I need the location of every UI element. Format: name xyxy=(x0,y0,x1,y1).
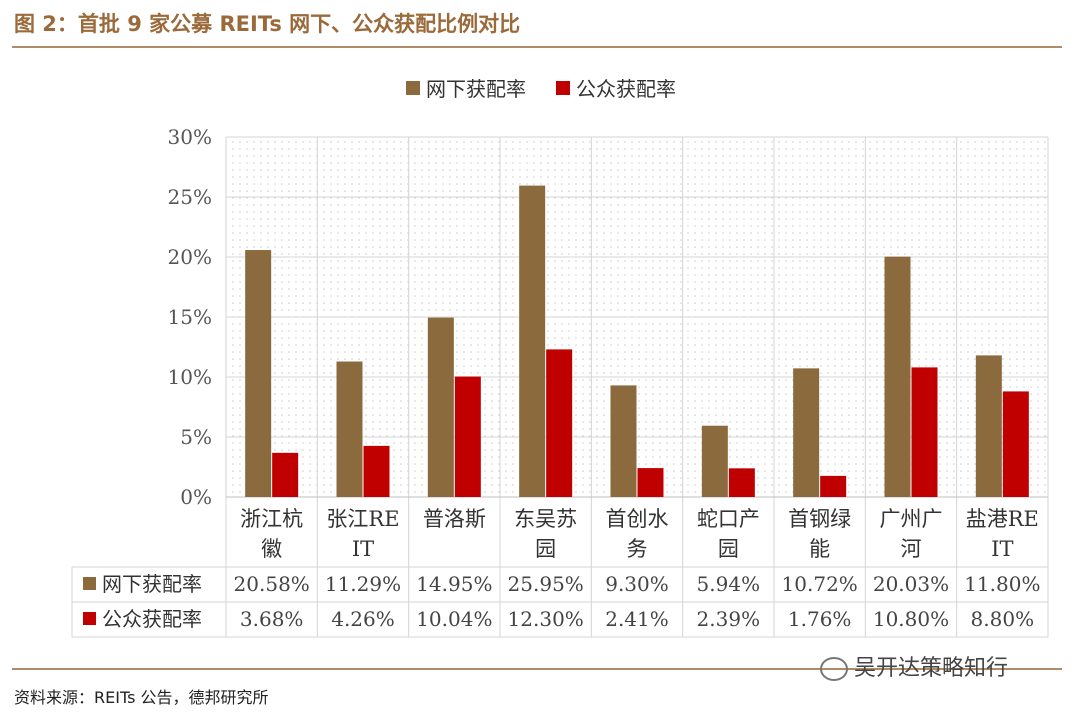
y-tick-label: 25% xyxy=(168,185,212,209)
table-value-label: 11.80% xyxy=(964,572,1040,596)
y-tick-label: 20% xyxy=(168,245,212,269)
bar xyxy=(546,349,573,497)
x-category-label: IT xyxy=(991,537,1013,561)
y-tick-label: 30% xyxy=(168,125,212,149)
bar xyxy=(1002,391,1029,497)
x-category-label: 张江RE xyxy=(326,507,399,531)
bar xyxy=(701,425,728,497)
table-value-label: 2.39% xyxy=(697,607,761,631)
table-value-label: 14.95% xyxy=(416,572,492,596)
y-tick-label: 5% xyxy=(180,425,212,449)
x-category-label: 园 xyxy=(535,537,556,561)
table-legend-key xyxy=(83,612,96,625)
x-category-label: 能 xyxy=(809,537,830,561)
bar xyxy=(975,355,1002,497)
x-category-label: 务 xyxy=(627,537,648,561)
x-category-label: 首创水 xyxy=(606,507,669,531)
x-category-label: 河 xyxy=(901,537,922,561)
bar xyxy=(728,468,755,497)
table-value-label: 9.30% xyxy=(605,572,669,596)
x-category-label: 盐港RE xyxy=(966,507,1039,531)
table-series-name: 网下获配率 xyxy=(102,572,202,596)
bar xyxy=(427,317,454,497)
table-value-label: 5.94% xyxy=(697,572,761,596)
table-value-label: 3.68% xyxy=(240,607,304,631)
x-category-label: 园 xyxy=(718,537,739,561)
x-category-label: IT xyxy=(352,537,374,561)
wechat-icon xyxy=(820,657,848,681)
legend-label: 公众获配率 xyxy=(576,77,676,101)
table-series-name: 公众获配率 xyxy=(102,607,202,631)
bar xyxy=(519,185,546,497)
bar xyxy=(245,250,272,497)
table-value-label: 25.95% xyxy=(508,572,584,596)
table-value-label: 4.26% xyxy=(331,607,395,631)
table-value-label: 8.80% xyxy=(971,607,1035,631)
bar xyxy=(637,468,664,497)
table-value-label: 12.30% xyxy=(508,607,584,631)
x-category-label: 广州广 xyxy=(880,507,943,531)
table-value-label: 20.58% xyxy=(234,572,310,596)
bar xyxy=(336,361,363,497)
table-value-label: 10.04% xyxy=(416,607,492,631)
bar xyxy=(820,475,847,497)
bar xyxy=(884,256,911,497)
x-category-label: 普洛斯 xyxy=(423,507,486,531)
x-category-label: 蛇口产 xyxy=(697,507,760,531)
y-tick-label: 10% xyxy=(168,365,212,389)
legend-key xyxy=(556,81,570,95)
x-category-label: 徽 xyxy=(261,537,282,561)
bar xyxy=(363,445,390,497)
bar xyxy=(454,376,481,497)
footer-rule xyxy=(12,668,1062,670)
table-value-label: 10.80% xyxy=(873,607,949,631)
table-value-label: 10.72% xyxy=(782,572,858,596)
x-category-label: 浙江杭 xyxy=(240,507,303,531)
title-rule xyxy=(12,46,1062,48)
legend-key xyxy=(406,81,420,95)
x-category-label: 首钢绿 xyxy=(788,507,851,531)
figure-title: 图 2：首批 9 家公募 REITs 网下、公众获配比例对比 xyxy=(14,12,521,36)
table-value-label: 20.03% xyxy=(873,572,949,596)
y-tick-label: 15% xyxy=(168,305,212,329)
source-note: 资料来源：REITs 公告，德邦研究所 xyxy=(14,688,269,707)
x-category-label: 东吴苏 xyxy=(514,507,577,531)
watermark: 吴开达策略知行 xyxy=(820,650,1008,682)
table-value-label: 11.29% xyxy=(325,572,401,596)
bar xyxy=(911,367,938,497)
bar xyxy=(272,452,299,497)
bar xyxy=(793,368,820,497)
legend-label: 网下获配率 xyxy=(426,77,526,101)
y-tick-label: 0% xyxy=(180,485,212,509)
table-value-label: 1.76% xyxy=(788,607,852,631)
table-value-label: 2.41% xyxy=(605,607,669,631)
table-legend-key xyxy=(83,577,96,590)
watermark-text: 吴开达策略知行 xyxy=(854,656,1009,681)
bar xyxy=(610,385,637,497)
